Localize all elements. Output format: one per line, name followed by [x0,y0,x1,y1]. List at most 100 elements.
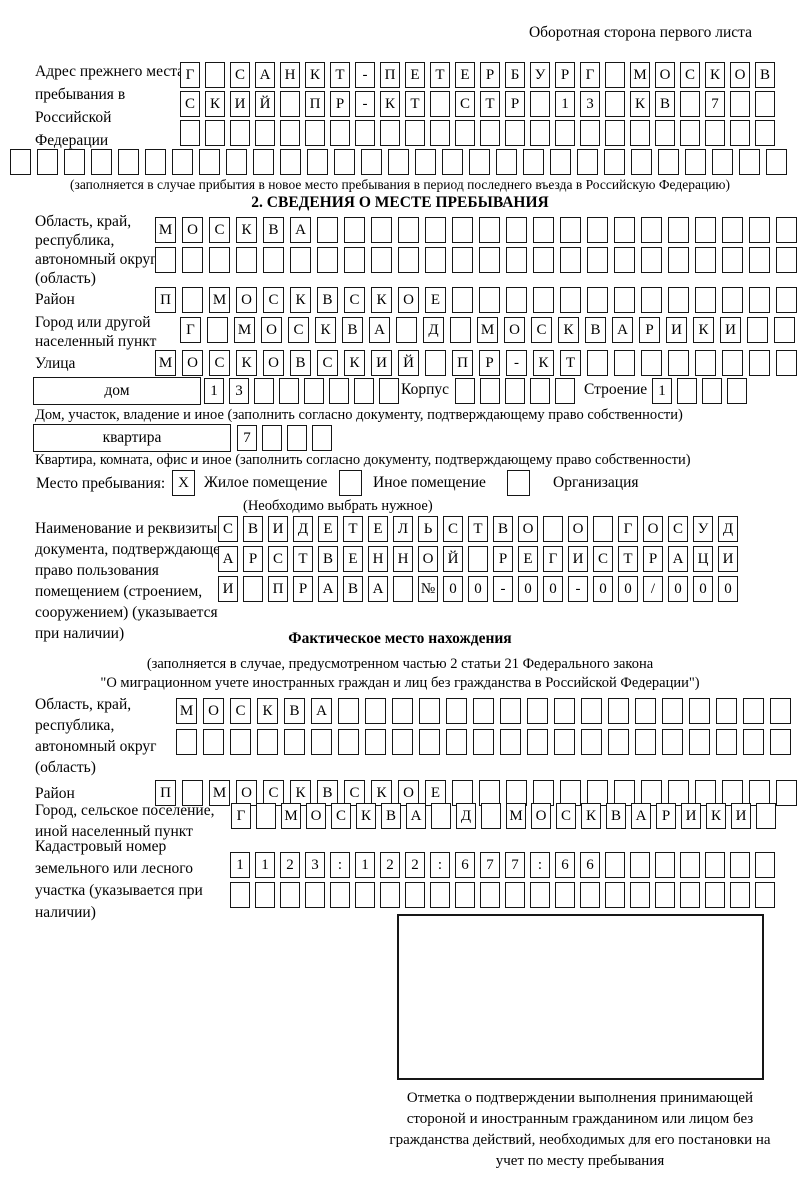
char-cell[interactable] [355,120,375,146]
char-cell[interactable] [230,882,250,908]
char-cell[interactable] [355,882,375,908]
char-cell[interactable]: С [180,91,200,117]
char-cell[interactable]: К [706,803,726,829]
char-cell[interactable] [338,698,359,724]
char-cell[interactable]: О [398,780,419,806]
char-cell[interactable]: П [452,350,473,376]
char-cell[interactable]: С [317,350,338,376]
char-cell[interactable] [307,149,328,175]
char-cell[interactable] [705,852,725,878]
char-cell[interactable] [254,378,274,404]
char-cell[interactable] [442,149,463,175]
char-cell[interactable] [577,149,598,175]
char-cell[interactable]: 7 [505,852,525,878]
char-cell[interactable]: Б [505,62,525,88]
char-cell[interactable]: С [209,217,230,243]
char-cell[interactable]: М [155,217,176,243]
char-cell[interactable]: 1 [355,852,375,878]
char-cell[interactable]: 7 [237,425,257,451]
char-cell[interactable] [747,317,768,343]
char-cell[interactable]: И [218,576,238,602]
char-cell[interactable] [605,882,625,908]
char-cell[interactable]: О [568,516,588,542]
char-cell[interactable] [530,882,550,908]
char-cell[interactable] [398,247,419,273]
char-cell[interactable] [730,120,750,146]
char-cell[interactable] [554,698,575,724]
char-cell[interactable]: 0 [443,576,463,602]
char-cell[interactable] [91,149,112,175]
char-cell[interactable] [608,698,629,724]
char-cell[interactable]: 0 [543,576,563,602]
char-cell[interactable] [755,91,775,117]
char-cell[interactable] [480,882,500,908]
char-cell[interactable] [415,149,436,175]
char-cell[interactable] [635,729,656,755]
confirmation-stamp-box[interactable] [397,914,764,1080]
char-cell[interactable] [614,217,635,243]
char-cell[interactable]: Н [368,546,388,572]
char-cell[interactable]: 1 [204,378,224,404]
char-cell[interactable] [533,217,554,243]
char-cell[interactable]: Р [639,317,660,343]
char-cell[interactable] [533,247,554,273]
char-cell[interactable] [776,247,797,273]
char-cell[interactable] [205,120,225,146]
char-cell[interactable]: О [418,546,438,572]
char-cell[interactable] [668,247,689,273]
char-cell[interactable] [317,217,338,243]
char-cell[interactable] [479,287,500,313]
char-cell[interactable] [770,729,791,755]
char-cell[interactable] [446,698,467,724]
char-cell[interactable] [604,149,625,175]
char-cell[interactable]: Д [456,803,476,829]
char-cell[interactable]: Р [643,546,663,572]
char-cell[interactable] [550,149,571,175]
char-cell[interactable]: Е [425,780,446,806]
char-cell[interactable]: А [406,803,426,829]
char-cell[interactable] [398,217,419,243]
char-cell[interactable] [257,729,278,755]
char-cell[interactable]: У [693,516,713,542]
char-cell[interactable]: В [381,803,401,829]
char-cell[interactable] [716,698,737,724]
char-cell[interactable] [608,729,629,755]
char-cell[interactable]: К [533,350,554,376]
char-cell[interactable]: 0 [693,576,713,602]
char-cell[interactable]: 6 [580,852,600,878]
char-cell[interactable] [527,729,548,755]
char-cell[interactable] [344,217,365,243]
char-cell[interactable]: В [284,698,305,724]
char-cell[interactable]: О [504,317,525,343]
char-cell[interactable] [209,247,230,273]
char-cell[interactable] [172,149,193,175]
char-cell[interactable] [581,729,602,755]
char-cell[interactable]: Е [455,62,475,88]
char-cell[interactable] [554,729,575,755]
char-cell[interactable] [722,287,743,313]
char-cell[interactable] [716,729,737,755]
char-cell[interactable] [680,91,700,117]
char-cell[interactable] [280,149,301,175]
char-cell[interactable] [155,247,176,273]
char-cell[interactable]: К [257,698,278,724]
char-cell[interactable] [712,149,733,175]
char-cell[interactable]: М [209,780,230,806]
char-cell[interactable]: 0 [593,576,613,602]
char-cell[interactable]: И [568,546,588,572]
char-cell[interactable] [581,698,602,724]
char-cell[interactable] [587,287,608,313]
char-cell[interactable]: К [236,217,257,243]
char-cell[interactable] [207,317,228,343]
char-cell[interactable]: К [693,317,714,343]
char-cell[interactable]: С [288,317,309,343]
char-cell[interactable]: - [355,91,375,117]
char-cell[interactable] [722,247,743,273]
char-cell[interactable] [317,247,338,273]
char-cell[interactable]: В [318,546,338,572]
char-cell[interactable]: С [344,780,365,806]
char-cell[interactable]: Г [543,546,563,572]
char-cell[interactable] [530,378,550,404]
char-cell[interactable] [287,425,307,451]
char-cell[interactable] [37,149,58,175]
